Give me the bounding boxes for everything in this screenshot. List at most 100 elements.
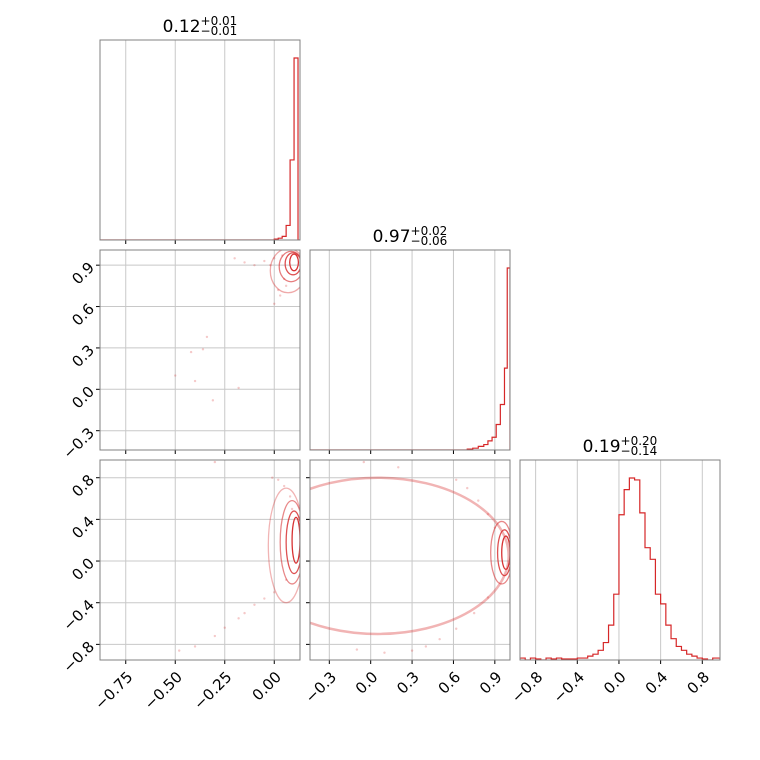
sample-point [253,603,256,606]
sample-point [178,649,181,652]
panel-0-0: 0.12+0.01−0.01 [99,14,301,244]
title-minus: −0.01 [201,24,238,38]
sample-point [472,611,476,615]
panel-frame [309,249,511,451]
contour-line [291,516,300,564]
sample-point [273,257,276,260]
tick-label-y: −0.4 [60,596,98,634]
panel-1-1: 0.97+0.02−0.06 [309,224,511,454]
sample-point [362,460,365,464]
sample-point [223,626,226,629]
histogram-0 [100,57,300,240]
panel-title: 0.19+0.20 [583,434,658,457]
tick-label-y: −0.3 [60,424,98,462]
sample-point [253,263,256,267]
panel-frame [99,39,301,241]
sample-point [263,597,266,600]
panel-title: 0.97+0.02 [373,224,448,247]
sample-point [486,512,490,516]
contour-line [285,510,300,575]
tick-label-x: −0.4 [550,668,588,706]
tick-label-x: 0.4 [642,668,672,698]
tick-label-x: 0.6 [435,668,465,698]
tick-label-x: −0.75 [91,668,136,713]
tick-label-x: 0.9 [476,668,506,698]
sample-point [233,257,236,260]
tick-label-x: −0.3 [302,668,340,706]
tick-label-x: 0.0 [600,668,630,698]
contour-line [278,250,300,283]
title-minus: −0.06 [411,234,448,248]
sample-point [243,261,246,264]
title-minus: −0.14 [621,444,658,458]
sample-point [284,284,288,288]
sample-point [290,507,294,511]
sample-point [193,645,197,648]
tick-label-y: 0.0 [68,554,98,584]
panel-title: 0.12+0.01 [163,14,238,37]
sample-point [237,617,240,620]
panel-frame [99,249,301,451]
sample-point [269,263,272,267]
contour-line [496,529,510,577]
sample-point [237,386,240,390]
contour-line [279,499,300,585]
sample-point [189,350,193,354]
tick-label-x: −0.8 [508,668,546,706]
sample-point [383,651,386,654]
sample-point [455,627,458,630]
sample-point [455,478,458,481]
panel-frame [519,459,721,661]
contour-line [490,520,510,585]
sample-point [211,399,215,402]
sample-point [397,466,400,469]
sample-point [288,495,292,498]
panel-2-0: −0.8 −0.4 0.0 0.4 0.8 −0.75 −0.50 −0.25 0.00 [60,459,301,713]
panel-2-1: −0.3 0.0 0.3 0.6 0.9 [302,459,511,707]
tick-label-y: 0.6 [68,300,98,330]
sample-point [263,259,266,263]
tick-label-y: 0.8 [68,471,98,501]
sample-point [277,288,280,292]
tick-label-x: −0.50 [141,668,186,713]
tick-label-x: −0.25 [190,668,235,713]
histogram-2 [520,477,720,660]
panel-frame [99,459,301,661]
panel-2-2: 0.19+0.20−0.14 −0.8 −0.4 0.0 0.4 0.8 [508,434,721,707]
tick-label-y: −0.8 [60,638,98,676]
panel-1-0: −0.3 0.0 0.3 0.6 0.9 [60,249,301,462]
panel-frame [309,459,511,661]
tick-label-y: 0.0 [68,383,98,413]
contour-line [284,252,300,276]
sample-point [271,476,274,479]
tick-label-x: 0.8 [683,668,713,698]
tick-label-y: 0.9 [68,258,98,288]
sample-point [201,348,205,351]
contour-line [289,253,300,272]
tick-label-y: 0.4 [68,513,98,543]
sample-point [243,611,246,615]
title-plus: +0.02 [411,224,448,238]
sample-point [466,486,469,490]
sample-point [213,634,217,638]
contour-line [267,487,300,604]
sample-point [277,478,280,481]
tick-label-x: 0.00 [249,668,285,704]
density-arc [310,476,510,636]
title-plus: +0.20 [621,434,658,448]
title-value: 0.12 [163,17,201,37]
sample-point [438,637,441,641]
sample-point [278,294,282,297]
sample-point [282,484,286,488]
sample-point [486,596,490,599]
title-plus: +0.01 [201,14,238,28]
sample-point [193,379,197,383]
tick-label-x: 0.3 [393,668,423,698]
sample-point [273,591,276,594]
tick-label-x: 0.0 [352,668,382,698]
sample-point [355,648,359,651]
title-value: 0.97 [373,227,411,247]
sample-point [477,499,480,502]
contour-line [269,250,300,294]
